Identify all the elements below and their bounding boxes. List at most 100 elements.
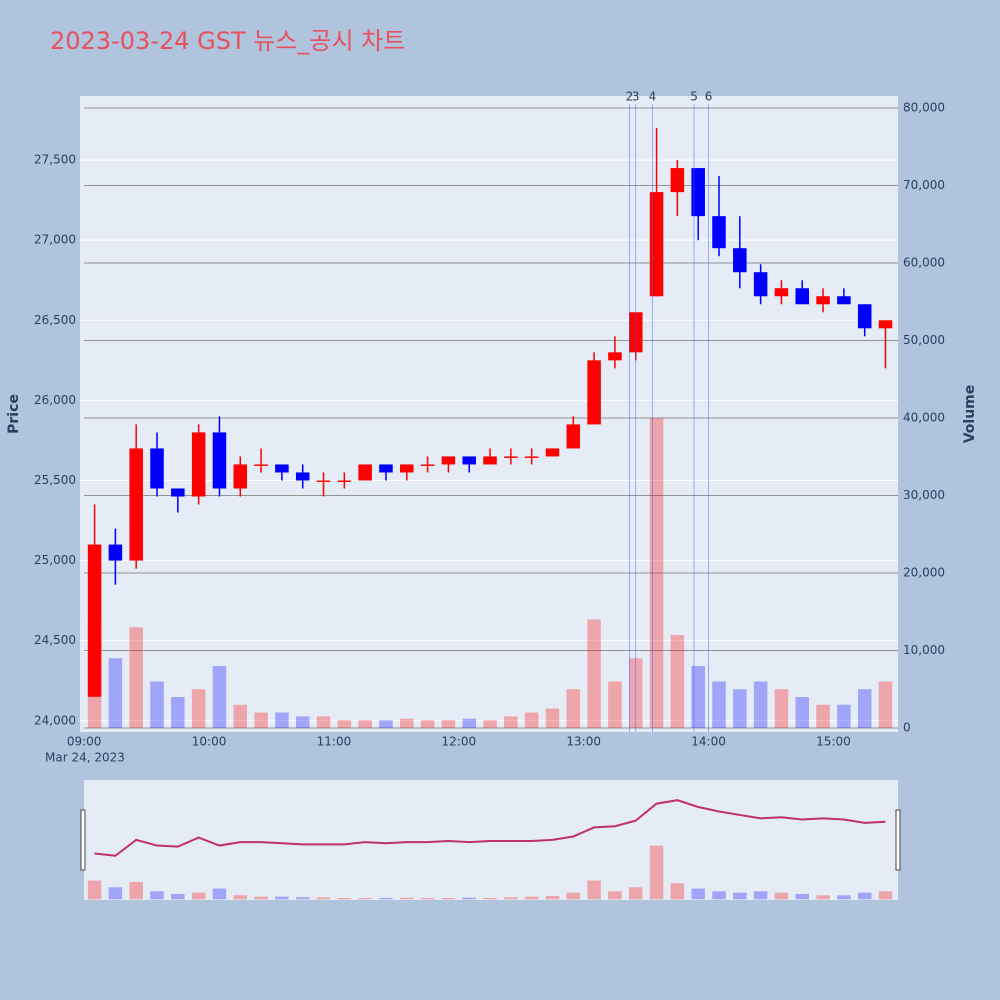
annotation-label: 5	[690, 90, 698, 104]
mini-volume-bar	[774, 892, 789, 900]
mini-volume-bar	[837, 895, 851, 900]
y2-tick-label: 80,000	[903, 100, 945, 114]
candle-body	[504, 456, 518, 458]
slider-handle[interactable]	[80, 809, 86, 871]
mini-volume-bar	[358, 897, 372, 900]
range-slider[interactable]	[84, 780, 898, 900]
volume-bar	[649, 417, 664, 729]
candle-body	[441, 456, 456, 465]
y2-tick-label: 20,000	[903, 566, 945, 580]
x-tick-label: 12:00	[442, 735, 477, 749]
volume-bar	[171, 697, 185, 729]
candle-body	[150, 448, 164, 489]
candle-body	[587, 360, 601, 425]
mini-price-line	[94, 799, 886, 857]
mini-volume-bar	[87, 880, 102, 900]
candle-body	[733, 248, 747, 273]
mini-volume-bar	[628, 887, 643, 900]
mini-volume-bar	[691, 888, 705, 900]
candle-body	[191, 432, 206, 497]
volume-bar	[753, 681, 768, 729]
y-tick-label: 27,000	[34, 233, 76, 247]
y2-tick-label: 60,000	[903, 255, 945, 269]
volume-bar	[587, 619, 601, 729]
y2-axis-label: Volume	[962, 385, 978, 444]
candle-body	[462, 456, 476, 465]
candle-body	[129, 448, 143, 561]
mini-volume-bar	[608, 891, 622, 900]
candle-body	[212, 432, 227, 489]
mini-volume-bar	[212, 888, 227, 900]
mini-volume-bar	[857, 892, 872, 900]
candle-body	[379, 464, 393, 473]
volume-bar	[670, 635, 685, 729]
candle-body	[753, 272, 768, 297]
mini-volume-bar	[712, 891, 726, 900]
volume-bar	[857, 689, 872, 729]
mini-volume-bar	[191, 892, 206, 900]
mini-volume-bar	[379, 897, 393, 900]
volume-bar	[566, 689, 581, 729]
mini-volume-bar	[753, 891, 768, 900]
candle-body	[774, 288, 789, 297]
mini-volume-bar	[337, 897, 352, 900]
y-tick-label: 25,500	[34, 473, 76, 487]
mini-volume-bar	[275, 896, 289, 900]
candle-body	[670, 168, 685, 193]
volume-bar	[254, 712, 268, 729]
y-tick-label: 24,500	[34, 633, 76, 647]
x-tick-label: 11:00	[317, 735, 352, 749]
mini-volume-bar	[254, 896, 268, 900]
volume-bar	[504, 716, 518, 729]
volume-bar	[358, 720, 372, 729]
volume-bar	[816, 704, 830, 729]
mini-volume-bar	[316, 897, 331, 900]
volume-bar	[837, 704, 851, 729]
candle-body	[524, 456, 539, 458]
mini-volume-bar	[483, 897, 497, 900]
x-tick-label: 09:00	[67, 735, 102, 749]
volume-bar	[878, 681, 893, 729]
y2-tick-label: 0	[903, 721, 911, 735]
volume-bar	[774, 689, 789, 729]
volume-bar	[545, 708, 560, 729]
slider-handle[interactable]	[895, 809, 901, 871]
volume-bar	[379, 720, 393, 729]
candle-body	[545, 448, 560, 457]
plot-area	[80, 96, 898, 732]
candle-body	[171, 488, 185, 497]
candle-body	[857, 304, 872, 329]
volume-bar	[795, 697, 810, 729]
volume-bar	[441, 720, 456, 729]
candle-body	[337, 480, 352, 482]
candle-body	[649, 192, 664, 297]
candle-body	[837, 296, 851, 305]
annotation-label: 3	[632, 90, 640, 104]
mini-volume-bar	[233, 895, 248, 900]
y2-tick-label: 70,000	[903, 178, 945, 192]
candle-body	[712, 216, 726, 249]
volume-bar	[691, 666, 705, 729]
mini-volume-bar	[524, 896, 539, 900]
volume-bar	[233, 704, 248, 729]
candle-body	[316, 480, 331, 482]
volume-bar	[462, 718, 476, 729]
mini-volume-bar	[670, 883, 685, 900]
mini-volume-bar	[545, 895, 560, 900]
x-tick-label: 14:00	[691, 735, 726, 749]
mini-volume-bar	[108, 887, 123, 900]
mini-volume-bar	[504, 897, 518, 900]
volume-bar	[712, 681, 726, 729]
y-tick-label: 26,500	[34, 313, 76, 327]
candle-body	[878, 320, 893, 329]
mini-volume-bar	[878, 891, 893, 900]
volume-bar	[150, 681, 164, 729]
candle-body	[233, 464, 248, 489]
x-tick-label: 10:00	[192, 735, 227, 749]
annotation-label: 4	[649, 90, 657, 104]
volume-bar	[608, 681, 622, 729]
mini-volume-bar	[171, 893, 185, 900]
candle-body	[566, 424, 581, 449]
candle-body	[691, 168, 705, 217]
